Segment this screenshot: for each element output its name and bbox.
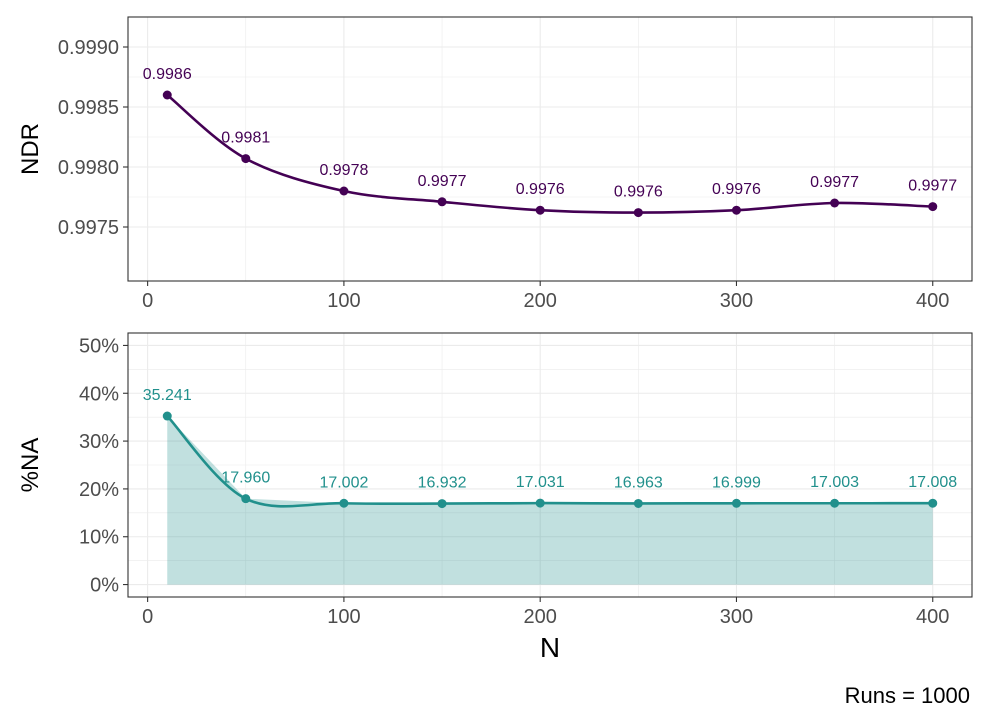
na-data-point: [162, 411, 172, 421]
ndr-data-label: 0.9978: [319, 162, 368, 179]
ndr-data-point: [162, 90, 172, 100]
top-y-tick-label: 0.9975: [58, 217, 119, 239]
bottom-y-tick-label: 10%: [79, 527, 119, 549]
top-x-tick-label: 0: [142, 290, 153, 312]
top-y-tick-label: 0.9985: [58, 97, 119, 119]
na-data-label: 16.932: [418, 475, 467, 492]
na-area-fill: [167, 416, 933, 585]
bottom-y-tick-label: 40%: [79, 383, 119, 405]
top-x-tick-label: 100: [327, 290, 360, 312]
ndr-data-point: [535, 205, 545, 215]
top-y-tick-label: 0.9980: [58, 157, 119, 179]
na-data-point: [535, 498, 545, 508]
bottom-y-tick-label: 50%: [79, 335, 119, 357]
ndr-data-point: [437, 197, 447, 207]
ndr-data-point: [928, 202, 938, 212]
ndr-data-point: [830, 198, 840, 208]
na-data-point: [339, 498, 349, 508]
top-y-tick-label: 0.9990: [58, 37, 119, 59]
runs-caption: Runs = 1000: [845, 683, 970, 708]
ndr-data-label: 0.9981: [221, 130, 270, 147]
na-data-label: 17.003: [810, 474, 859, 491]
na-data-point: [437, 499, 447, 509]
na-data-label: 16.999: [712, 474, 761, 491]
top-x-tick-label: 200: [523, 290, 556, 312]
ndr-data-label: 0.9976: [516, 181, 565, 198]
ndr-data-label: 0.9977: [908, 178, 957, 195]
na-data-label: 16.963: [614, 474, 663, 491]
bottom-x-tick-label: 0: [142, 606, 153, 628]
top-panel-border: [127, 16, 973, 282]
bottom-y-axis-title: %NA: [17, 438, 44, 493]
bottom-x-tick-label: 100: [327, 606, 360, 628]
na-data-label: 17.031: [516, 474, 565, 491]
na-data-point: [928, 498, 938, 508]
bottom-y-tick-label: 30%: [79, 431, 119, 453]
bottom-x-tick-label: 400: [916, 606, 949, 628]
na-data-label: 17.002: [319, 474, 368, 491]
panel-ndr: 0.9986 0.9981 0.9978 0.9977 0.9976 0.9976 0.99…: [17, 16, 973, 312]
na-data-point: [633, 498, 643, 508]
ndr-data-point: [633, 208, 643, 218]
ndr-data-label: 0.9986: [143, 66, 192, 83]
top-panel-background: [128, 17, 972, 281]
ndr-data-label: 0.9976: [614, 184, 663, 201]
bottom-x-tick-label: 300: [720, 606, 753, 628]
ndr-data-label: 0.9977: [810, 174, 859, 191]
bottom-x-axis-title: N: [540, 632, 560, 663]
ndr-data-label: 0.9976: [712, 181, 761, 198]
na-data-label: 35.241: [143, 387, 192, 404]
ndr-data-point: [241, 154, 251, 164]
top-x-tick-label: 300: [720, 290, 753, 312]
top-x-tick-label: 400: [916, 290, 949, 312]
na-data-point: [241, 494, 251, 504]
ndr-data-label: 0.9977: [418, 173, 467, 190]
na-data-point: [731, 498, 741, 508]
na-data-label: 17.008: [908, 474, 957, 491]
ndr-data-point: [339, 186, 349, 196]
panel-na: 35.241 17.960 17.002 16.932 17.031 16.963 16.9…: [17, 332, 973, 663]
bottom-y-tick-label: 20%: [79, 479, 119, 501]
bottom-y-tick-label: 0%: [90, 575, 119, 597]
top-y-axis-title: NDR: [17, 123, 44, 175]
na-data-point: [830, 498, 840, 508]
na-data-label: 17.960: [221, 470, 270, 487]
ndr-data-point: [731, 205, 741, 215]
bottom-panel-border: [127, 332, 973, 598]
bottom-x-tick-label: 200: [523, 606, 556, 628]
